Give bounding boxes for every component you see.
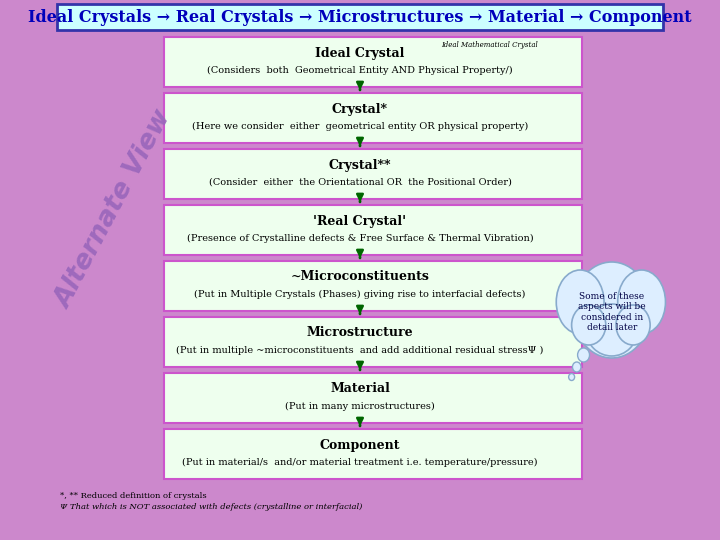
FancyBboxPatch shape xyxy=(163,205,582,255)
Text: 'Real Crystal': 'Real Crystal' xyxy=(313,214,407,227)
Text: Component: Component xyxy=(320,438,400,451)
Text: (Consider  either  the Orientational OR  the Positional Order): (Consider either the Orientational OR th… xyxy=(209,178,511,186)
Text: ~Microconstituents: ~Microconstituents xyxy=(291,271,429,284)
Text: (Put in multiple ~microconstituents  and add additional residual stressΨ ): (Put in multiple ~microconstituents and … xyxy=(176,346,544,355)
FancyBboxPatch shape xyxy=(163,373,582,423)
FancyBboxPatch shape xyxy=(163,149,582,199)
Circle shape xyxy=(569,374,575,381)
Ellipse shape xyxy=(616,305,650,345)
Text: Microstructure: Microstructure xyxy=(307,327,413,340)
Text: Ideal Crystal: Ideal Crystal xyxy=(315,46,405,59)
Text: Ψ That which is NOT associated with defects (crystalline or interfacial): Ψ That which is NOT associated with defe… xyxy=(60,503,362,511)
Text: (Here we consider  either  geometrical entity OR physical property): (Here we consider either geometrical ent… xyxy=(192,122,528,131)
FancyBboxPatch shape xyxy=(163,429,582,479)
Text: Ideal Mathematical Crystal: Ideal Mathematical Crystal xyxy=(441,41,538,49)
Text: Crystal**: Crystal** xyxy=(329,159,391,172)
FancyBboxPatch shape xyxy=(163,261,582,311)
Text: (Put in Multiple Crystals (Phases) giving rise to interfacial defects): (Put in Multiple Crystals (Phases) givin… xyxy=(194,289,526,299)
Text: Ideal Crystals → Real Crystals → Microstructures → Material → Component: Ideal Crystals → Real Crystals → Microst… xyxy=(28,9,692,25)
Ellipse shape xyxy=(572,305,606,345)
Circle shape xyxy=(572,362,581,372)
Text: (Considers  both  Geometrical Entity AND Physical Property/): (Considers both Geometrical Entity AND P… xyxy=(207,65,513,75)
Ellipse shape xyxy=(557,270,604,334)
Ellipse shape xyxy=(618,270,665,334)
Circle shape xyxy=(577,348,590,362)
Text: Some of these
aspects will be
considered in
detail later: Some of these aspects will be considered… xyxy=(578,292,646,332)
Text: Material: Material xyxy=(330,382,390,395)
Text: (Put in many microstructures): (Put in many microstructures) xyxy=(285,401,435,410)
FancyBboxPatch shape xyxy=(57,4,663,30)
Text: Crystal*: Crystal* xyxy=(332,103,388,116)
Text: (Presence of Crystalline defects & Free Surface & Thermal Vibration): (Presence of Crystalline defects & Free … xyxy=(186,233,534,242)
Ellipse shape xyxy=(572,262,651,358)
Text: (Put in material/s  and/or material treatment i.e. temperature/pressure): (Put in material/s and/or material treat… xyxy=(182,457,538,467)
FancyBboxPatch shape xyxy=(163,93,582,143)
FancyBboxPatch shape xyxy=(163,37,582,87)
Text: Alternate View: Alternate View xyxy=(51,107,177,313)
Ellipse shape xyxy=(586,304,637,356)
FancyBboxPatch shape xyxy=(163,317,582,367)
Text: *, ** Reduced definition of crystals: *, ** Reduced definition of crystals xyxy=(60,492,206,500)
